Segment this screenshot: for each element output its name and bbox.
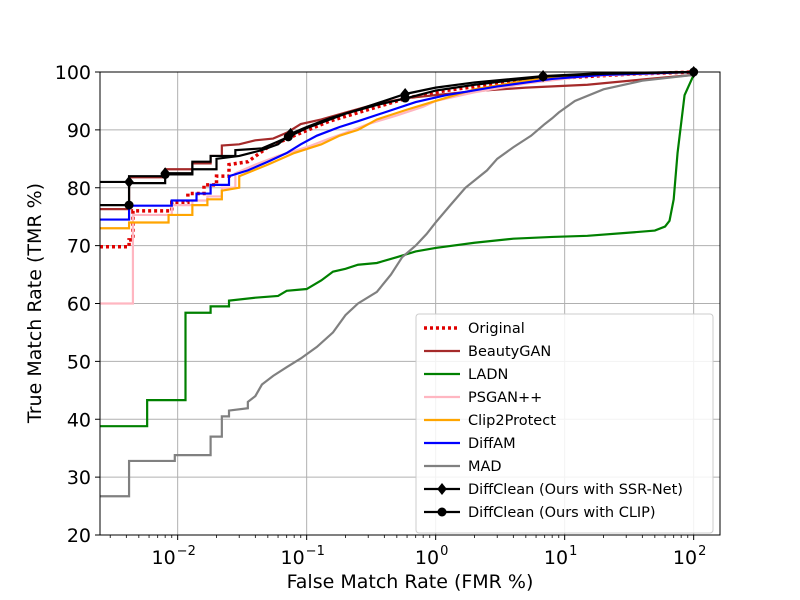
series-marker <box>400 93 410 103</box>
series-1 <box>100 73 694 211</box>
series-line <box>100 70 694 249</box>
x-tick-exponent: −1 <box>306 544 325 559</box>
series-marker <box>160 169 170 179</box>
legend-label: Clip2Protect <box>468 413 556 429</box>
legend-label: PSGAN++ <box>468 390 542 406</box>
legend-item: DiffAM <box>424 436 516 452</box>
legend: Original BeautyGAN LADN PSGAN++ Clip2Protect… <box>415 313 714 534</box>
legend-label: Original <box>468 321 525 337</box>
legend-item: Original <box>424 321 525 337</box>
x-tick-exponent: 0 <box>440 544 448 559</box>
y-tick-label: 70 <box>67 236 91 258</box>
legend-label: BeautyGAN <box>468 344 551 360</box>
legend-label: DiffClean (Ours with SSR-Net) <box>468 482 683 498</box>
legend-item: BeautyGAN <box>424 344 551 360</box>
legend-item: DiffClean (Ours with CLIP) <box>424 505 656 521</box>
legend-item: Clip2Protect <box>424 413 556 429</box>
legend-marker <box>437 507 447 517</box>
x-tick-label: 100 <box>415 544 448 569</box>
series-marker <box>283 132 293 142</box>
x-tick-label: 102 <box>673 544 706 569</box>
y-axis-label: True Match Rate (TMR %) <box>24 183 46 424</box>
series-6 <box>100 73 694 498</box>
x-tick-label: 10−1 <box>280 544 324 569</box>
legend-item: PSGAN++ <box>424 390 542 406</box>
series-line <box>100 70 694 221</box>
y-tick-label: 100 <box>55 62 91 84</box>
x-tick-exponent: 2 <box>698 544 706 559</box>
legend-label: LADN <box>468 367 508 383</box>
series-5 <box>100 70 694 221</box>
y-tick-label: 40 <box>67 409 91 431</box>
legend-label: DiffAM <box>468 436 516 452</box>
series-line <box>100 73 694 211</box>
series-marker <box>538 72 548 82</box>
series-line <box>100 70 694 230</box>
x-axis-label: False Match Rate (FMR %) <box>287 571 534 593</box>
y-tick-label: 20 <box>67 525 91 547</box>
y-tick-label: 50 <box>67 351 91 373</box>
y-tick-label: 30 <box>67 467 91 489</box>
legend-item: MAD <box>424 459 502 475</box>
legend-marker <box>437 483 447 495</box>
legend-label: MAD <box>468 459 502 475</box>
series-line <box>100 70 694 207</box>
y-tick-label: 80 <box>67 178 91 200</box>
legend-label: DiffClean (Ours with CLIP) <box>468 505 656 521</box>
legend-box <box>415 313 714 534</box>
y-tick-label: 60 <box>67 294 91 316</box>
legend-item: DiffClean (Ours with SSR-Net) <box>424 482 683 498</box>
x-tick-label: 10−2 <box>151 544 195 569</box>
series-8 <box>100 67 699 210</box>
x-tick-exponent: −2 <box>177 544 196 559</box>
series-4 <box>100 70 694 230</box>
series-lines <box>100 66 699 498</box>
legend-item: LADN <box>424 367 508 383</box>
y-tick-label: 90 <box>67 120 91 142</box>
series-line <box>100 73 694 498</box>
x-tick-exponent: 1 <box>569 544 577 559</box>
x-tick-label: 101 <box>544 544 577 569</box>
series-line <box>100 74 695 428</box>
series-2 <box>100 74 695 428</box>
series-0 <box>100 70 694 249</box>
series-marker <box>124 200 134 210</box>
